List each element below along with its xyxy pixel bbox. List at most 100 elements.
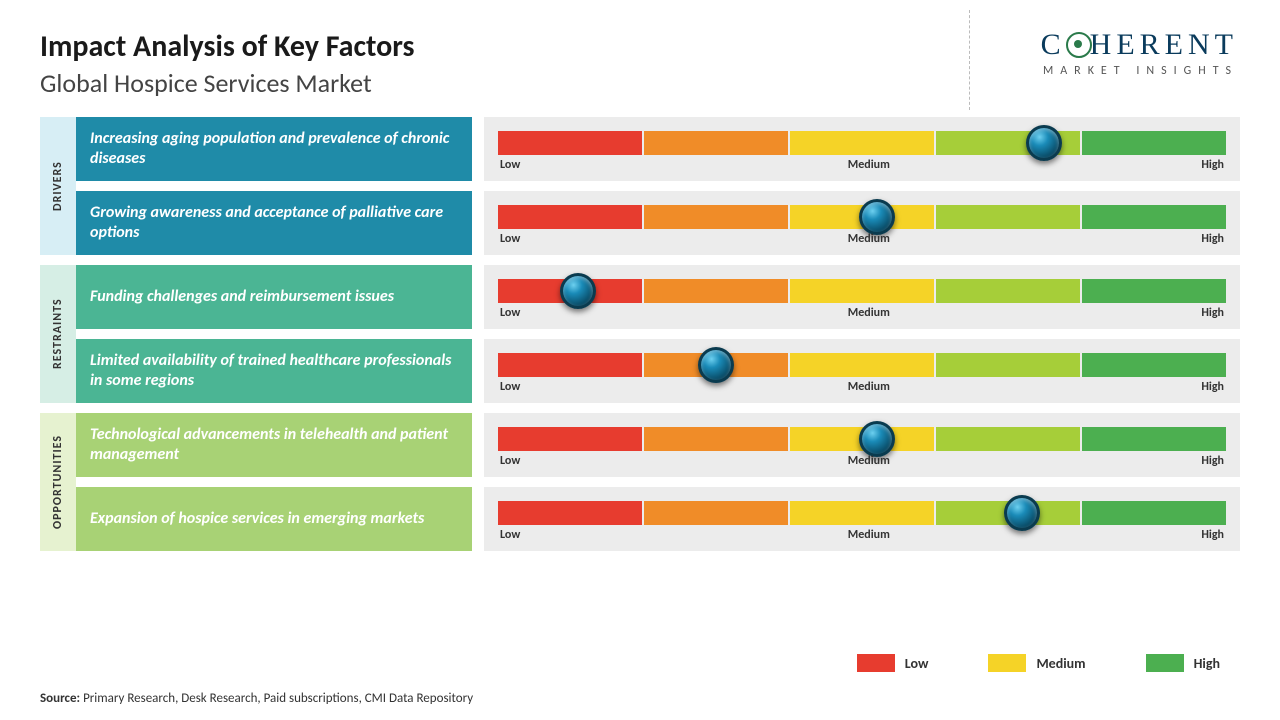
impact-gauge: LowMediumHigh <box>484 265 1240 329</box>
gauge-segment <box>644 205 788 229</box>
gauge-marker <box>859 421 895 457</box>
gauge-segment <box>1082 205 1226 229</box>
factor-text: Growing awareness and acceptance of pall… <box>76 191 472 255</box>
gauge-segment <box>1082 279 1226 303</box>
impact-gauge: Low Medium High <box>484 487 1240 551</box>
gauge-segment <box>644 501 788 525</box>
gauge-label-high: High <box>1201 454 1224 468</box>
gauge-segment <box>936 427 1080 451</box>
gauge-track <box>498 353 1226 377</box>
factor-row: Increasing aging population and prevalen… <box>76 117 1240 181</box>
gauge-labels: LowMediumHigh <box>498 306 1226 320</box>
gauge-marker <box>859 199 895 235</box>
gauge-label-medium: Medium <box>848 158 890 172</box>
impact-gauge: Low Medium High <box>484 339 1240 403</box>
impact-gauge: Low Medium High <box>484 117 1240 181</box>
gauge-segment <box>498 131 642 155</box>
brand-logo: CHERENT MARKET INSIGHTS <box>1041 28 1238 78</box>
gauge-track <box>498 501 1226 525</box>
gauge-marker <box>1026 125 1062 161</box>
legend: Low Medium High <box>857 654 1220 672</box>
category-group: RESTRAINTSFunding challenges and reimbur… <box>40 265 1240 403</box>
factor-text: Funding challenges and reimbursement iss… <box>76 265 472 329</box>
gauge-label-low: Low <box>500 306 520 320</box>
factors-column: Increasing aging population and prevalen… <box>76 117 1240 255</box>
factors-grid: DRIVERSIncreasing aging population and p… <box>0 117 1280 551</box>
factor-text: Limited availability of trained healthca… <box>76 339 472 403</box>
legend-swatch <box>988 654 1026 672</box>
logo-tagline: MARKET INSIGHTS <box>1041 64 1238 78</box>
gauge-marker <box>1004 495 1040 531</box>
impact-gauge: Low Medium High <box>484 191 1240 255</box>
source-note: Source: Primary Research, Desk Research,… <box>40 691 473 706</box>
category-group: DRIVERSIncreasing aging population and p… <box>40 117 1240 255</box>
gauge-segment <box>1082 427 1226 451</box>
gauge-segment <box>1082 353 1226 377</box>
gauge-segment <box>644 279 788 303</box>
factor-row: Growing awareness and acceptance of pall… <box>76 191 1240 255</box>
legend-swatch <box>1146 654 1184 672</box>
gauge-segment <box>1082 131 1226 155</box>
gauge-segment <box>498 205 642 229</box>
gauge-track <box>498 279 1226 303</box>
impact-gauge: LowMediumHigh <box>484 413 1240 477</box>
gauge-label-medium: Medium <box>848 306 890 320</box>
gauge-segment <box>790 353 934 377</box>
factor-row: Limited availability of trained healthca… <box>76 339 1240 403</box>
source-text: Primary Research, Desk Research, Paid su… <box>80 691 473 706</box>
gauge-label-medium: Medium <box>848 380 890 394</box>
gauge-segment <box>1082 501 1226 525</box>
legend-label: Medium <box>1036 655 1085 672</box>
factors-column: Funding challenges and reimbursement iss… <box>76 265 1240 403</box>
gauge-segment <box>644 131 788 155</box>
gauge-label-medium: Medium <box>848 454 890 468</box>
gauge-label-medium: Medium <box>848 528 890 542</box>
gauge-labels: Low Medium High <box>498 158 1226 172</box>
gauge-marker <box>560 273 596 309</box>
gauge-label-medium: Medium <box>848 232 890 246</box>
legend-item: Medium <box>988 654 1085 672</box>
gauge-label-high: High <box>1201 158 1224 172</box>
gauge-track <box>498 131 1226 155</box>
gauge-label-low: Low <box>500 380 520 394</box>
legend-item: High <box>1146 654 1220 672</box>
gauge-labels: Low Medium High <box>498 528 1226 542</box>
factors-column: Technological advancements in telehealth… <box>76 413 1240 551</box>
gauge-segment <box>790 279 934 303</box>
gauge-segment <box>790 501 934 525</box>
gauge-label-high: High <box>1201 528 1224 542</box>
category-label: DRIVERS <box>40 117 76 255</box>
factor-text: Increasing aging population and prevalen… <box>76 117 472 181</box>
factor-row: Expansion of hospice services in emergin… <box>76 487 1240 551</box>
gauge-segment <box>498 427 642 451</box>
gauge-label-low: Low <box>500 528 520 542</box>
logo-brand: CHERENT <box>1041 28 1238 62</box>
gauge-label-low: Low <box>500 158 520 172</box>
category-label: RESTRAINTS <box>40 265 76 403</box>
gauge-segment <box>936 279 1080 303</box>
gauge-labels: LowMediumHigh <box>498 454 1226 468</box>
source-prefix: Source: <box>40 691 80 706</box>
gauge-label-high: High <box>1201 232 1224 246</box>
factor-row: Funding challenges and reimbursement iss… <box>76 265 1240 329</box>
legend-label: High <box>1194 655 1220 672</box>
gauge-segment <box>644 427 788 451</box>
header-divider <box>969 10 970 110</box>
gauge-segment <box>936 205 1080 229</box>
gauge-track <box>498 205 1226 229</box>
factor-text: Technological advancements in telehealth… <box>76 413 472 477</box>
category-group: OPPORTUNITIESTechnological advancements … <box>40 413 1240 551</box>
globe-icon <box>1066 32 1090 56</box>
legend-item: Low <box>857 654 929 672</box>
legend-label: Low <box>905 655 929 672</box>
gauge-segment <box>498 501 642 525</box>
gauge-segment <box>498 353 642 377</box>
factor-text: Expansion of hospice services in emergin… <box>76 487 472 551</box>
gauge-segment <box>936 353 1080 377</box>
gauge-segment <box>790 131 934 155</box>
gauge-label-low: Low <box>500 232 520 246</box>
gauge-labels: Low Medium High <box>498 380 1226 394</box>
gauge-label-high: High <box>1201 380 1224 394</box>
factor-row: Technological advancements in telehealth… <box>76 413 1240 477</box>
gauge-marker <box>698 347 734 383</box>
